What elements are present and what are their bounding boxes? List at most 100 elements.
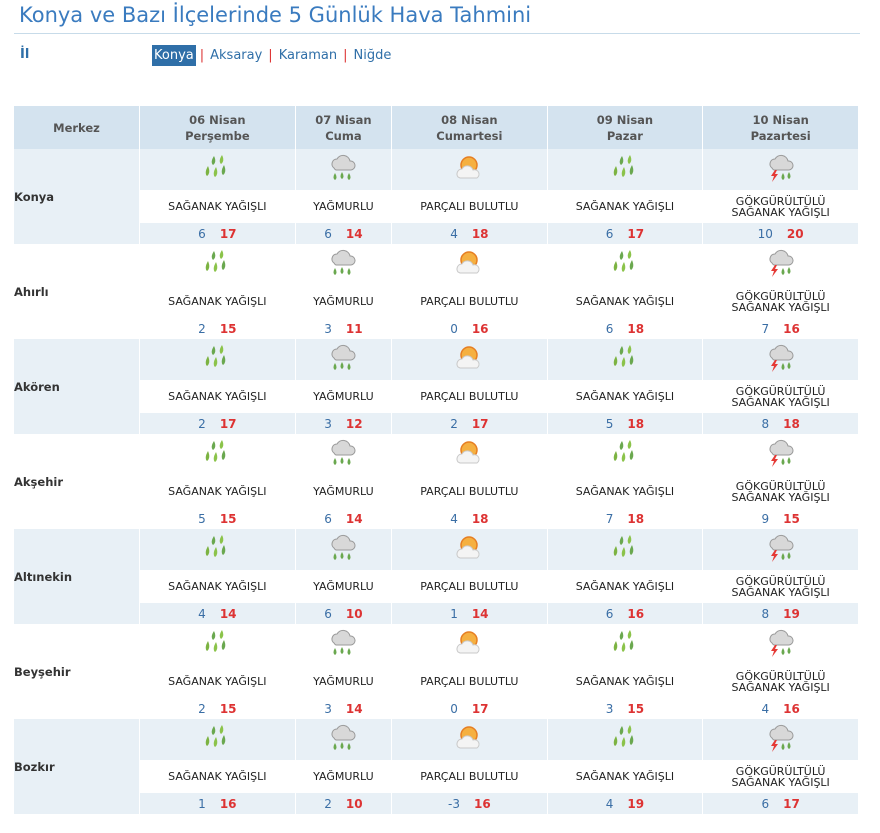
district-condition-row: SAĞANAK YAĞIŞLI YAĞMURLU PARÇALI BULUTLU SA… [14, 475, 859, 508]
district-icon-row: Altınekin [14, 529, 859, 624]
title-divider [14, 33, 860, 34]
temp-cell: 4 19 [547, 793, 704, 814]
district-name: Akören [14, 339, 140, 434]
max-temp: 17 [219, 416, 237, 431]
min-temp: 2 [324, 796, 332, 811]
city-link-karaman[interactable]: Karaman [278, 48, 338, 63]
min-temp: 8 [761, 416, 770, 431]
district-icon-row: Beyşehir [14, 624, 859, 719]
heavy-rain-icon [140, 719, 296, 760]
partly-cloudy-sun-icon [392, 434, 548, 475]
min-temp: 5 [198, 511, 206, 526]
day-header: 07 Nisan Cuma [295, 106, 393, 149]
rain-cloud-icon [295, 434, 393, 475]
rain-cloud-icon [295, 719, 393, 760]
min-temp: 6 [324, 226, 332, 241]
min-temp: 1 [198, 796, 206, 811]
min-temp: 3 [605, 701, 614, 716]
temp-cell: 7 16 [703, 318, 859, 339]
max-temp: 11 [345, 321, 363, 336]
district-icon-row: Akören [14, 339, 859, 434]
max-temp: 18 [627, 511, 645, 526]
nav-separator: | [343, 48, 348, 63]
temp-cell: 6 17 [547, 223, 704, 244]
min-temp: 4 [450, 511, 458, 526]
day-date: 10 Nisan [752, 112, 809, 127]
day-header: 06 Nisan Perşembe [140, 106, 296, 149]
condition-line: SAĞANAK YAĞIŞLI [731, 300, 830, 314]
condition-line: SAĞANAK YAĞIŞLI [731, 775, 830, 789]
city-link-konya[interactable]: Konya [152, 45, 196, 66]
district-icon-row: Bozkır [14, 719, 859, 814]
condition-text: YAĞMURLU [295, 760, 393, 793]
district-condition-row: SAĞANAK YAĞIŞLI YAĞMURLU PARÇALI BULUTLU SA… [14, 380, 859, 413]
condition-text: PARÇALI BULUTLU [392, 285, 548, 318]
district-icon-row: Konya [14, 149, 859, 244]
max-temp: 15 [219, 701, 237, 716]
min-temp: 1 [450, 606, 458, 621]
max-temp: 19 [783, 606, 800, 621]
day-header: 09 Nisan Pazar [547, 106, 704, 149]
temp-cell: 0 16 [392, 318, 548, 339]
district-temp-row: 4 14 6 10 1 14 6 16 8 19 [14, 603, 859, 624]
heavy-rain-icon [547, 719, 704, 760]
min-temp: 4 [450, 226, 458, 241]
city-link-aksaray[interactable]: Aksaray [210, 48, 263, 63]
day-date: 07 Nisan [315, 112, 372, 127]
temp-cell: 5 18 [547, 413, 704, 434]
temp-cell: 3 12 [295, 413, 393, 434]
min-temp: 6 [324, 511, 332, 526]
condition-text: SAĞANAK YAĞIŞLI [140, 380, 296, 413]
min-temp: 3 [324, 701, 332, 716]
max-temp: 18 [471, 226, 489, 241]
min-temp: 6 [761, 796, 770, 811]
condition-line: GÖKGÜRÜLTÜLÜ [735, 479, 826, 493]
day-date: 06 Nisan [189, 112, 246, 127]
condition-text: PARÇALI BULUTLU [392, 570, 548, 603]
condition-text: SAĞANAK YAĞIŞLI [140, 570, 296, 603]
district-condition-row: SAĞANAK YAĞIŞLI YAĞMURLU PARÇALI BULUTLU SA… [14, 285, 859, 318]
day-header: 08 Nisan Cumartesi [392, 106, 548, 149]
partly-cloudy-sun-icon [392, 149, 548, 190]
max-temp: 18 [627, 321, 645, 336]
min-temp: 9 [761, 511, 770, 526]
max-temp: 16 [219, 796, 237, 811]
forecast-header-row: Merkez 06 Nisan Perşembe 07 Nisan Cuma 08 … [14, 106, 859, 149]
forecast-body: Konya SAĞANAK YAĞIŞLI YAĞMURLU PARÇALI BULU… [14, 149, 859, 814]
heavy-rain-icon [547, 434, 704, 475]
thunderstorm-icon [703, 529, 859, 570]
temp-cell: 10 20 [703, 223, 859, 244]
city-link-nigde[interactable]: Niğde [353, 48, 392, 63]
max-temp: 16 [473, 796, 491, 811]
condition-text: SAĞANAK YAĞIŞLI [140, 190, 296, 223]
condition-text: SAĞANAK YAĞIŞLI [140, 760, 296, 793]
max-temp: 17 [783, 796, 800, 811]
condition-text: SAĞANAK YAĞIŞLI [140, 475, 296, 508]
heavy-rain-icon [140, 624, 296, 665]
temp-cell: 1 14 [392, 603, 548, 624]
min-temp: 6 [605, 321, 614, 336]
min-temp: 6 [605, 606, 614, 621]
condition-text: SAĞANAK YAĞIŞLI [547, 190, 704, 223]
max-temp: 10 [345, 606, 363, 621]
min-temp: 5 [605, 416, 614, 431]
max-temp: 17 [471, 701, 489, 716]
max-temp: 16 [627, 606, 645, 621]
heavy-rain-icon [140, 149, 296, 190]
thunderstorm-icon [703, 624, 859, 665]
condition-text: GÖKGÜRÜLTÜLÜ SAĞANAK YAĞIŞLI [703, 285, 859, 318]
temp-cell: 3 14 [295, 698, 393, 719]
partly-cloudy-sun-icon [392, 339, 548, 380]
condition-line: SAĞANAK YAĞIŞLI [731, 395, 830, 409]
rain-cloud-icon [295, 244, 393, 285]
heavy-rain-icon [140, 529, 296, 570]
condition-text: GÖKGÜRÜLTÜLÜ SAĞANAK YAĞIŞLI [703, 475, 859, 508]
partly-cloudy-sun-icon [392, 624, 548, 665]
heavy-rain-icon [547, 529, 704, 570]
temp-cell: 1 16 [140, 793, 296, 814]
condition-text: YAĞMURLU [295, 190, 393, 223]
day-name: Cuma [325, 128, 362, 143]
page-title: Konya ve Bazı İlçelerinde 5 Günlük Hava … [19, 3, 532, 27]
condition-text: PARÇALI BULUTLU [392, 760, 548, 793]
district-temp-row: 1 16 2 10 -3 16 4 19 6 17 [14, 793, 859, 814]
